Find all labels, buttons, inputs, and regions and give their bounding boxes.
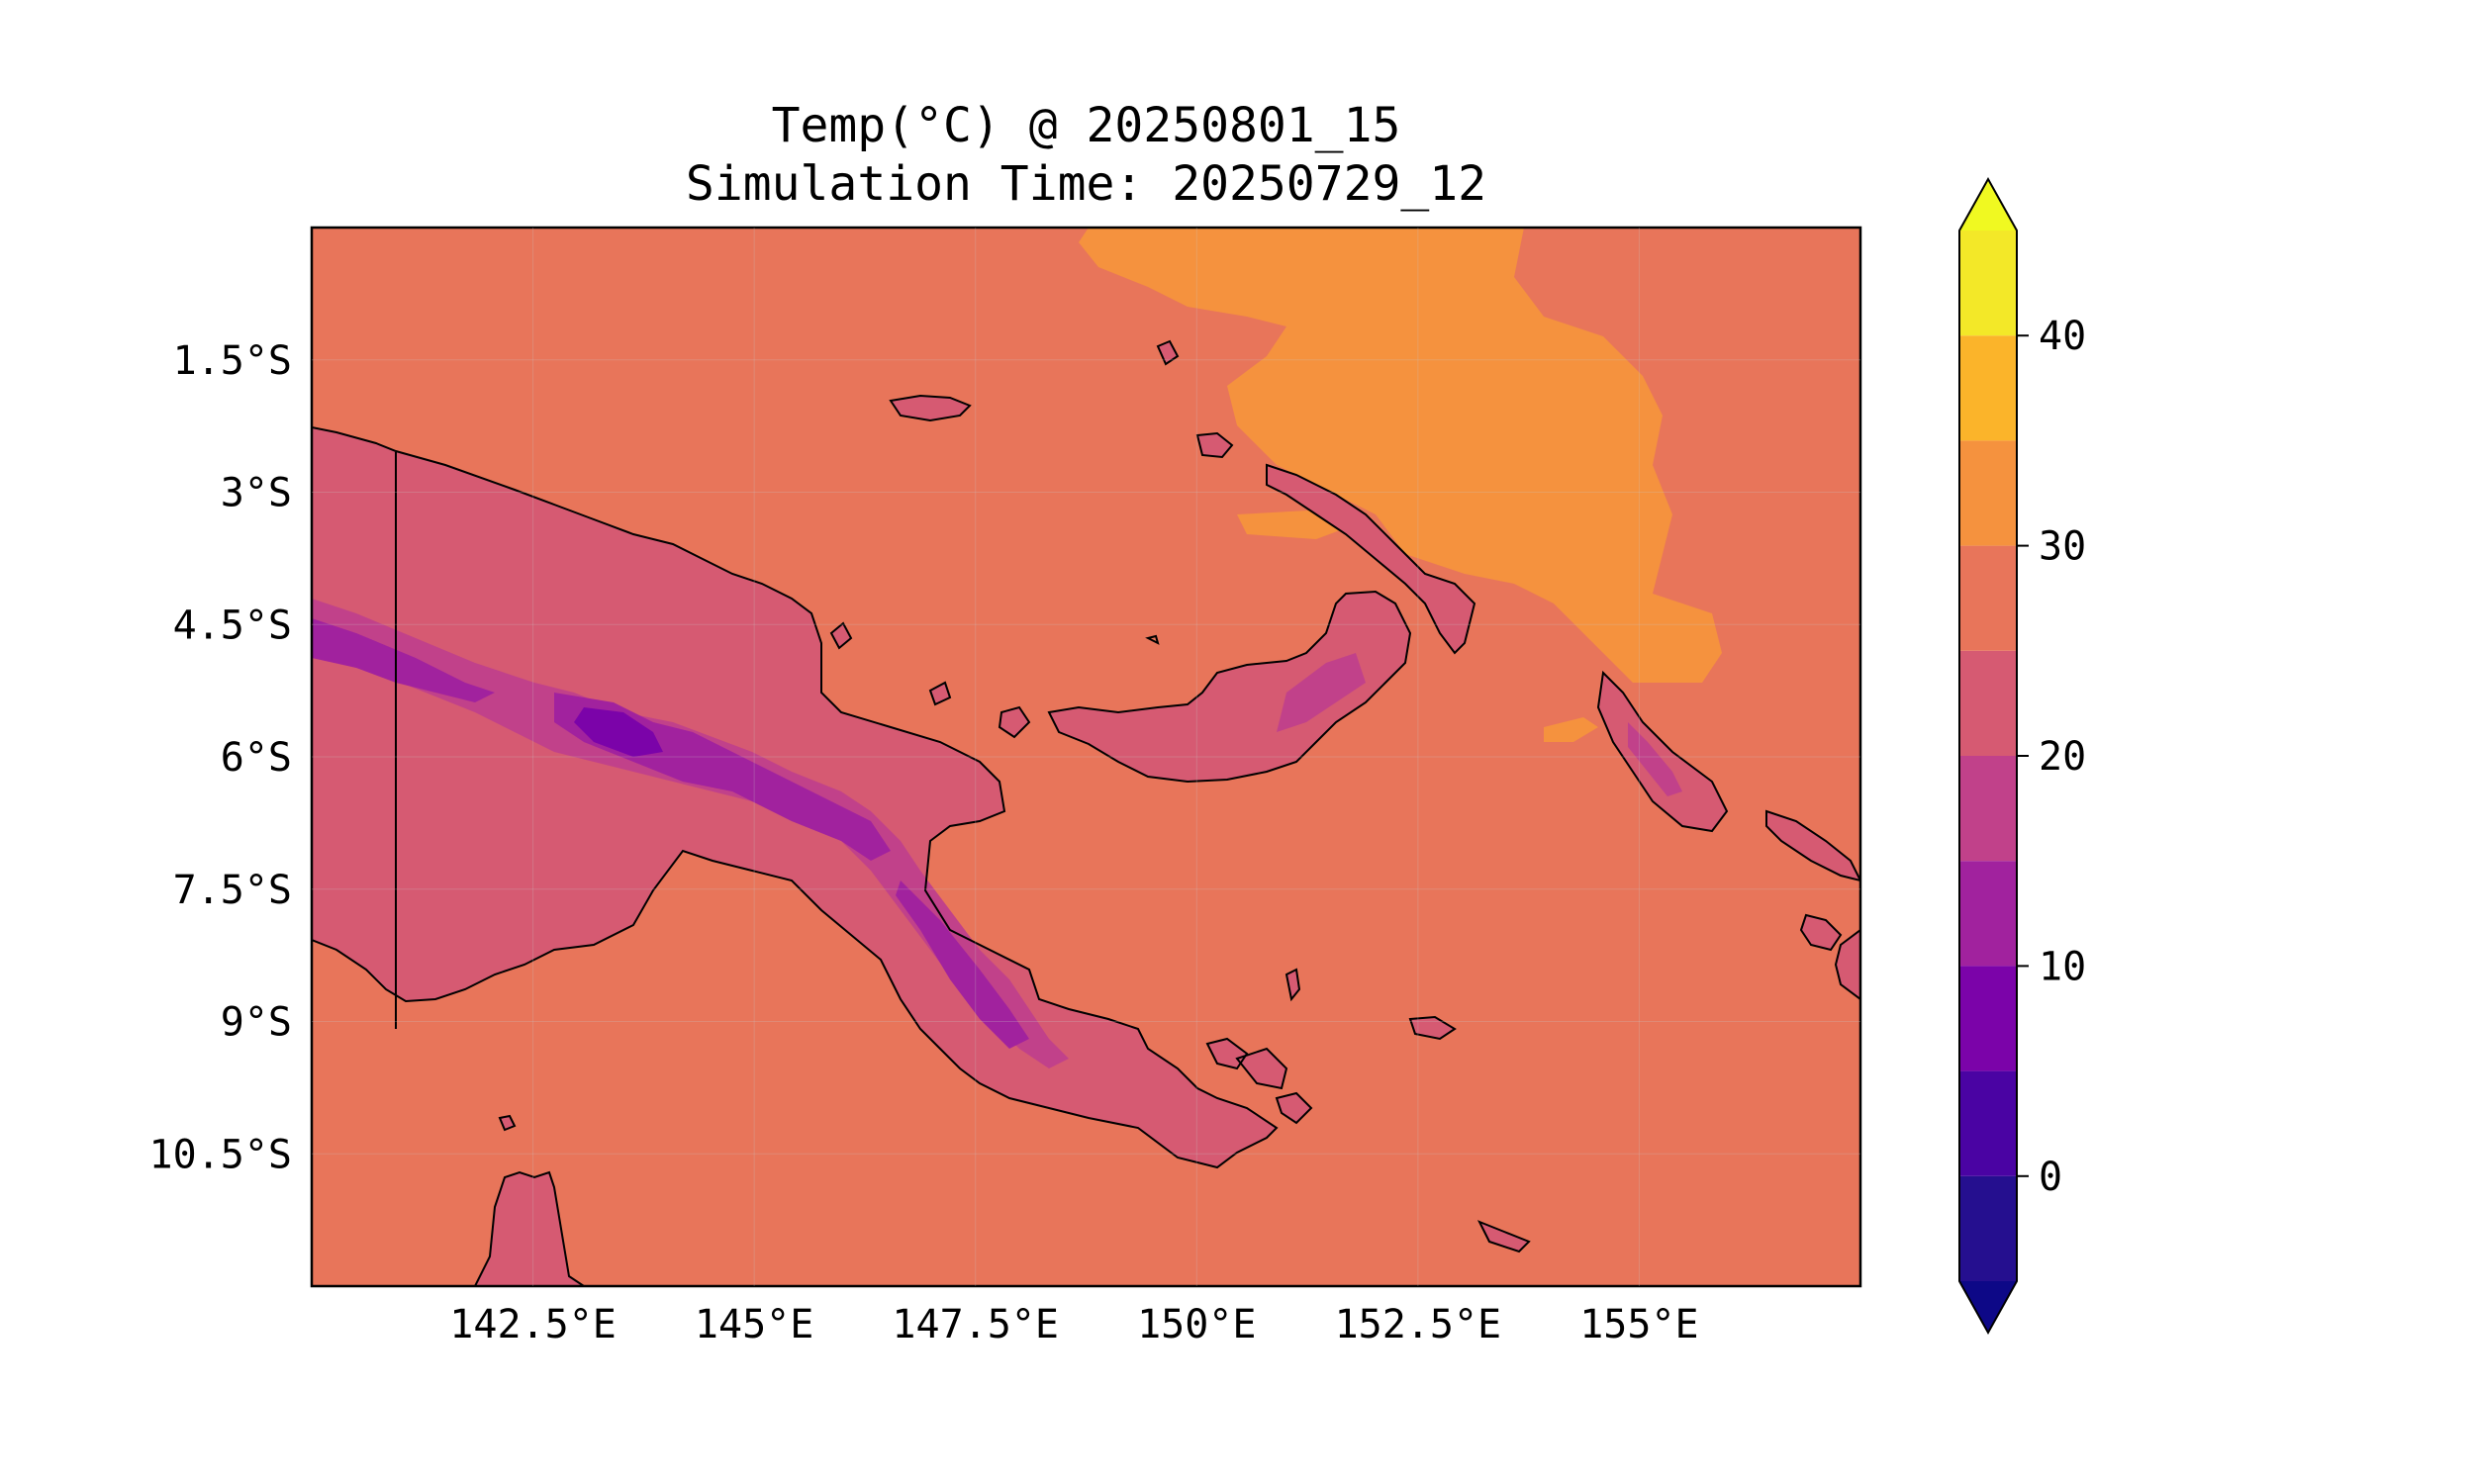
colorbar: 0 10 20 30 40 (1958, 176, 2086, 1336)
colorbar-segment (1959, 650, 2017, 756)
colorbar-segment (1959, 861, 2017, 967)
colorbar-segment (1959, 1070, 2017, 1176)
umboi-coastline (928, 681, 952, 706)
coastlines (312, 339, 1860, 1286)
small-island-west-coastline (998, 705, 1031, 739)
map-subtitle: Simulation Time: 20250729_12 (685, 156, 1487, 212)
central-highlands (312, 599, 1069, 1068)
rossel-island (1479, 1222, 1529, 1252)
solomon-coastline-edge (1834, 928, 1860, 1001)
colorbar-over-extension (1959, 179, 2017, 231)
rossel-coastline (1476, 1220, 1531, 1253)
mainland-coastline (312, 426, 1279, 1169)
solomon-island-edge (1836, 930, 1860, 999)
bougainville-coastline (1596, 670, 1729, 833)
colorbar-tick-label: 40 (2039, 314, 2086, 359)
colorbar-tick-label: 30 (2039, 524, 2086, 570)
x-tick-label: 150°E (1137, 1302, 1256, 1347)
trobriand-coastline (1285, 968, 1301, 1002)
colorbar-tick-label: 10 (2039, 944, 2086, 989)
new-ireland-coastline (1266, 463, 1476, 655)
y-tick-label: 10.5°S (149, 1132, 293, 1177)
colorbar-segment (1959, 335, 2017, 441)
warm-ocean-spot (1544, 717, 1598, 742)
colorbar-outline (1958, 176, 2018, 1336)
woodlark-coastline (1408, 1015, 1457, 1041)
goodenough-coastline (1235, 1047, 1288, 1090)
map-frame (310, 226, 1862, 1288)
colorbar-tick-label: 0 (2039, 1155, 2062, 1200)
goodenough-island (1237, 1049, 1286, 1088)
small-island-1175 (1145, 634, 1160, 645)
x-tick-label: 147.5°E (892, 1302, 1059, 1347)
solomon-coastline-east (1799, 913, 1843, 952)
solomon-island-north (1766, 811, 1860, 881)
x-tick-label: 155°E (1579, 1302, 1698, 1347)
y-tick-label: 1.5°S (173, 338, 292, 384)
colorbar-segment (1959, 756, 2017, 862)
y-tick-label: 4.5°S (173, 603, 292, 648)
warm-ocean-patch (1079, 228, 1722, 683)
x-axis-ticks: 142.5°E 145°E 147.5°E 150°E 152.5°E 155°E (449, 228, 1699, 1347)
x-tick-label: 142.5°E (449, 1302, 617, 1347)
karkar-coastline (829, 621, 853, 650)
fergusson-coastline (1205, 1037, 1249, 1070)
map-title: Temp(°C) @ 20250801_15 (771, 98, 1401, 153)
colorbar-segment (1959, 231, 2017, 336)
normanby-coastline (1275, 1091, 1313, 1125)
colorbar-segment (1959, 440, 2017, 546)
bougainville-island (1598, 673, 1727, 831)
torres-coastline (498, 1114, 517, 1132)
colorbar-segment (1959, 966, 2017, 1071)
y-tick-label: 9°S (221, 1000, 292, 1046)
y-axis-ticks: 1.5°S 3°S 4.5°S 6°S 7.5°S 9°S 10.5°S (149, 338, 1860, 1177)
colorbar-under-extension (1959, 1281, 2017, 1333)
colorbar-segment (1959, 1175, 2017, 1281)
x-tick-label: 145°E (695, 1302, 813, 1347)
y-tick-label: 6°S (221, 735, 292, 781)
solomon-coastline-north (1765, 809, 1860, 882)
new-ireland-island (1267, 465, 1475, 653)
cape-york-coastline (474, 1170, 585, 1286)
bougainville-highland (1628, 722, 1682, 796)
map-plot-area (312, 228, 1860, 1286)
colorbar-segment (1959, 545, 2017, 651)
highland-peak-west (312, 618, 495, 702)
highland-peak-core (574, 707, 663, 757)
mussau-coastline (1195, 431, 1234, 459)
manus-island (891, 396, 970, 420)
y-tick-label: 7.5°S (173, 868, 292, 913)
highland-peak-east (896, 881, 1029, 1049)
new-britain-highland (1277, 653, 1366, 732)
cape-york-peninsula (475, 1172, 584, 1286)
new-britain-coastline (1047, 590, 1412, 784)
x-tick-label: 152.5°E (1335, 1302, 1502, 1347)
small-island-north-coastline (1156, 339, 1180, 366)
colorbar-tick-label: 20 (2039, 734, 2086, 780)
manus-coastline (889, 394, 972, 422)
y-tick-label: 3°S (221, 471, 292, 516)
new-britain-island (1049, 592, 1410, 782)
solomon-island-east (1801, 915, 1841, 950)
